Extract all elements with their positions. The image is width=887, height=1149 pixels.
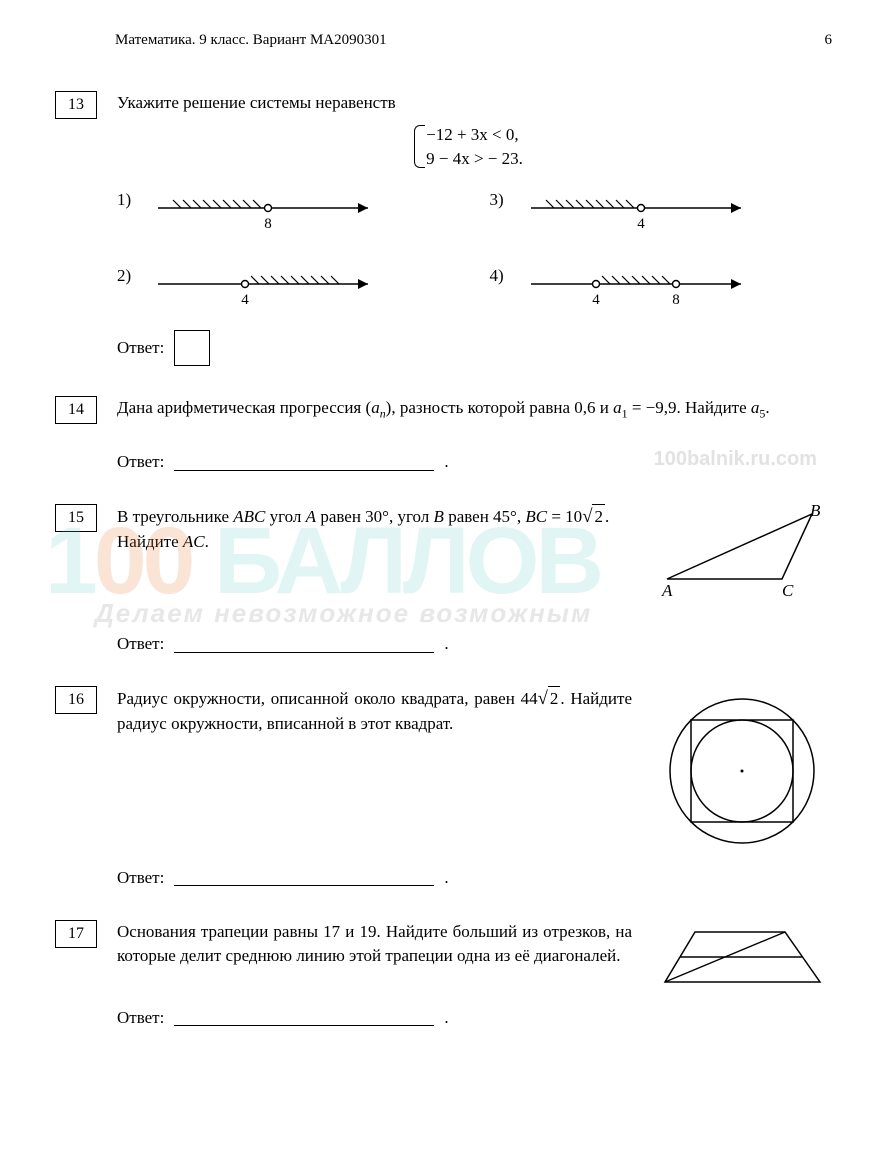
numberline-4: 4 8 <box>526 264 756 310</box>
label-C: C <box>782 581 794 600</box>
option-1: 1) 8 <box>117 188 460 234</box>
problem-13-prompt: Укажите решение системы неравенств <box>117 91 832 115</box>
problem-13-options: 1) 8 3) <box>117 188 832 310</box>
page-number: 6 <box>825 30 833 51</box>
problem-16: 16 Радиус окружности, описанной около кв… <box>55 686 832 890</box>
la: A <box>306 507 316 526</box>
label-A: A <box>661 581 673 600</box>
svg-text:4: 4 <box>637 216 645 232</box>
problem-number-box: 15 <box>55 504 97 532</box>
option-1-num: 1) <box>117 188 141 212</box>
option-2: 2) 4 <box>117 264 460 310</box>
option-2-num: 2) <box>117 264 141 288</box>
svg-text:8: 8 <box>672 292 680 308</box>
page-header: Математика. 9 класс. Вариант МА2090301 6 <box>55 30 832 51</box>
answer-label: Ответ: <box>117 632 164 656</box>
label-B: B <box>810 504 821 520</box>
problem-number-box: 14 <box>55 396 97 424</box>
t: Дана арифметическая прогрессия <box>117 398 366 417</box>
t: равен 45°, <box>444 507 525 526</box>
problem-15-text: В треугольнике ABC угол A равен 30°, уго… <box>117 504 632 604</box>
a1: a <box>613 398 622 417</box>
answer-17: Ответ: . <box>117 1006 832 1030</box>
t: В треугольнике <box>117 507 233 526</box>
answer-label: Ответ: <box>117 866 164 890</box>
svg-text:8: 8 <box>264 216 272 232</box>
t: . <box>205 532 209 551</box>
option-4: 4) 4 8 <box>490 264 833 310</box>
answer-15-line[interactable] <box>174 636 434 653</box>
option-3: 3) 4 <box>490 188 833 234</box>
seq-n: n <box>380 407 386 421</box>
problem-number-box: 16 <box>55 686 97 714</box>
t: Радиус окружности, описанной около квадр… <box>117 689 538 708</box>
problem-17: 17 Основания трапеции равны 17 и 19. Най… <box>55 920 832 1030</box>
problem-14-text: Дана арифметическая прогрессия (an), раз… <box>117 396 832 422</box>
ac: AC <box>183 532 205 551</box>
watermark-url: 100balnik.ru.com <box>654 445 817 473</box>
answer-label: Ответ: <box>117 450 164 474</box>
problem-number-box: 13 <box>55 91 97 119</box>
option-3-num: 3) <box>490 188 514 212</box>
answer-13: Ответ: <box>117 330 832 366</box>
numberline-1: 8 <box>153 188 383 234</box>
circle-square-figure <box>652 686 832 856</box>
answer-label: Ответ: <box>117 1006 164 1030</box>
t: угол <box>265 507 305 526</box>
t: . Найдите <box>677 398 751 417</box>
seq-a: a <box>371 398 380 417</box>
lb: B <box>434 507 444 526</box>
bc: BC <box>525 507 547 526</box>
numberline-2: 4 <box>153 264 383 310</box>
a1eq: = −9,9 <box>628 398 677 417</box>
t: = 10 <box>547 507 582 526</box>
answer-16-line[interactable] <box>174 869 434 886</box>
t: , разность которой равна 0,6 и <box>391 398 613 417</box>
option-4-num: 4) <box>490 264 514 288</box>
answer-15: Ответ: . <box>117 632 832 656</box>
answer-13-box[interactable] <box>174 330 210 366</box>
t: равен 30°, угол <box>316 507 433 526</box>
problem-number-box: 17 <box>55 920 97 948</box>
sqrt2: 2 <box>592 504 605 529</box>
problem-17-text: Основания трапеции равны 17 и 19. Найдит… <box>117 920 632 1000</box>
answer-16: Ответ: . <box>117 866 832 890</box>
triangle-figure: A B C <box>652 504 832 604</box>
answer-14-line[interactable] <box>174 454 434 471</box>
eq-line-2: 9 − 4x > − 23. <box>426 147 523 171</box>
abc: ABC <box>233 507 265 526</box>
header-left: Математика. 9 класс. Вариант МА2090301 <box>115 30 387 51</box>
problem-16-text: Радиус окружности, описанной около квадр… <box>117 686 632 856</box>
problem-13-system: −12 + 3x < 0, 9 − 4x > − 23. <box>117 123 832 171</box>
answer-17-line[interactable] <box>174 1009 434 1026</box>
svg-text:4: 4 <box>592 292 600 308</box>
answer-label: Ответ: <box>117 336 164 360</box>
sqrt2: 2 <box>548 686 561 711</box>
svg-text:4: 4 <box>241 292 249 308</box>
trapezoid-figure <box>652 920 832 1000</box>
numberline-3: 4 <box>526 188 756 234</box>
a5sub: 5 <box>759 407 765 421</box>
problem-13: 13 Укажите решение системы неравенств −1… <box>55 91 832 366</box>
problem-15: 15 В треугольнике ABC угол A равен 30°, … <box>55 504 832 656</box>
eq-line-1: −12 + 3x < 0, <box>426 123 523 147</box>
